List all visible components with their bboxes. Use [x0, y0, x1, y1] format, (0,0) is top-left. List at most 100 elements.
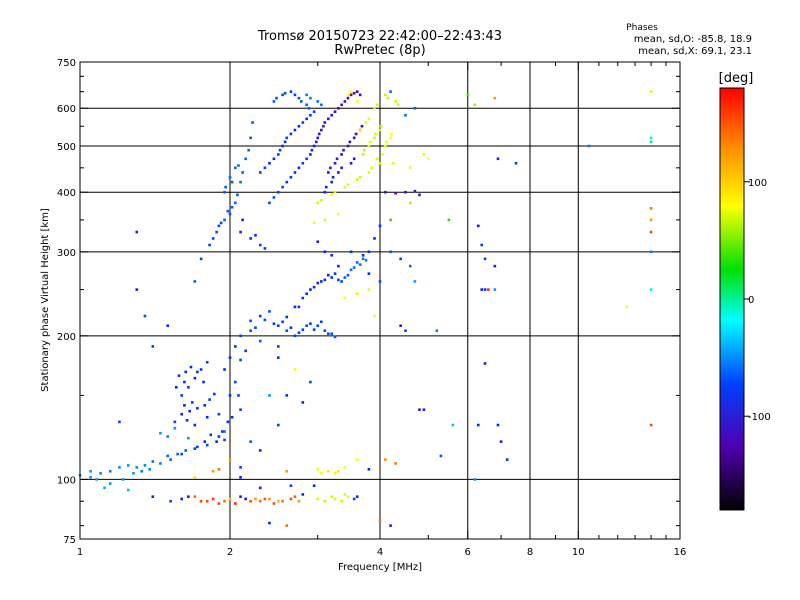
data-point	[309, 288, 312, 291]
data-point	[323, 218, 327, 222]
data-points	[78, 90, 653, 527]
data-point	[340, 166, 343, 170]
y-tick-label: 100	[57, 475, 76, 486]
data-point	[220, 430, 224, 433]
data-point	[249, 499, 252, 503]
data-point	[276, 356, 280, 359]
data-point	[625, 305, 628, 309]
data-point	[301, 296, 305, 300]
data-point	[473, 103, 477, 107]
data-point	[183, 404, 186, 407]
data-point	[384, 190, 387, 194]
data-point	[389, 90, 392, 93]
data-point	[333, 161, 337, 165]
data-point	[293, 305, 297, 309]
data-point	[649, 140, 653, 144]
y-tick-label: 600	[57, 104, 76, 115]
data-point	[480, 243, 484, 247]
data-point	[333, 190, 337, 194]
data-point	[184, 370, 188, 374]
data-point	[373, 106, 376, 110]
data-point	[355, 100, 359, 103]
data-point	[355, 292, 359, 296]
data-point	[337, 278, 340, 282]
data-point	[205, 360, 209, 364]
data-point	[258, 499, 262, 503]
data-point	[203, 404, 207, 407]
data-point	[143, 314, 147, 318]
colorbar-tick-label: 0	[748, 295, 754, 306]
y-axis-label: Stationary phase Virtual Height [km]	[40, 208, 51, 392]
data-point	[355, 458, 359, 461]
data-point	[333, 272, 337, 275]
data-point	[276, 345, 280, 348]
data-point	[314, 140, 318, 144]
data-point	[305, 157, 308, 161]
data-point	[293, 334, 297, 338]
data-point	[224, 185, 227, 189]
data-point	[151, 460, 155, 463]
data-point	[285, 315, 289, 319]
data-point	[151, 345, 155, 348]
data-point	[234, 345, 237, 348]
data-point	[247, 148, 250, 152]
data-point	[330, 193, 334, 197]
data-point	[135, 288, 139, 291]
data-point	[368, 140, 372, 144]
data-point	[330, 253, 334, 257]
data-point	[346, 93, 350, 97]
y-axis-ticks: 75 100 200 300 400 500 600 750	[57, 58, 680, 546]
data-point	[281, 499, 284, 503]
data-point	[193, 447, 197, 450]
data-point	[316, 281, 320, 285]
data-point	[389, 218, 392, 222]
data-point	[418, 408, 421, 412]
data-point	[263, 166, 267, 170]
data-point	[451, 423, 455, 427]
data-point	[343, 276, 347, 279]
data-point	[335, 157, 339, 161]
data-point	[330, 180, 334, 184]
data-point	[378, 161, 382, 165]
data-point	[389, 136, 392, 140]
data-point	[190, 401, 194, 404]
data-point	[230, 205, 234, 209]
data-point	[249, 136, 252, 140]
data-point	[254, 233, 257, 237]
data-point	[289, 497, 293, 501]
data-point	[404, 190, 407, 194]
data-point	[649, 136, 653, 140]
data-point	[337, 264, 340, 268]
data-point	[352, 91, 356, 95]
y-tick-label: 750	[57, 58, 76, 69]
data-point	[301, 493, 305, 496]
colorbar-tick-label: 100	[748, 178, 767, 189]
data-point	[289, 484, 293, 488]
data-point	[180, 452, 184, 456]
data-point	[223, 499, 226, 503]
data-point	[358, 93, 362, 97]
data-point	[297, 331, 301, 335]
data-point	[263, 247, 267, 250]
data-point	[239, 495, 242, 498]
data-point	[447, 218, 451, 222]
data-point	[349, 93, 353, 97]
data-point	[346, 273, 350, 277]
data-point	[199, 499, 203, 503]
data-point	[239, 230, 242, 234]
colorbar	[719, 87, 745, 511]
data-point	[473, 478, 477, 481]
data-point	[394, 100, 397, 103]
data-point	[337, 212, 340, 216]
y-tick-label: 75	[63, 535, 76, 546]
data-point	[180, 497, 184, 501]
y-tick-label: 500	[57, 142, 76, 153]
data-point	[355, 261, 359, 264]
data-point	[327, 171, 330, 174]
data-point	[342, 148, 345, 152]
colorbar-label: [deg]	[719, 71, 754, 86]
data-point	[361, 253, 365, 257]
data-point	[309, 153, 312, 156]
data-point	[320, 471, 323, 475]
data-point	[477, 423, 480, 427]
